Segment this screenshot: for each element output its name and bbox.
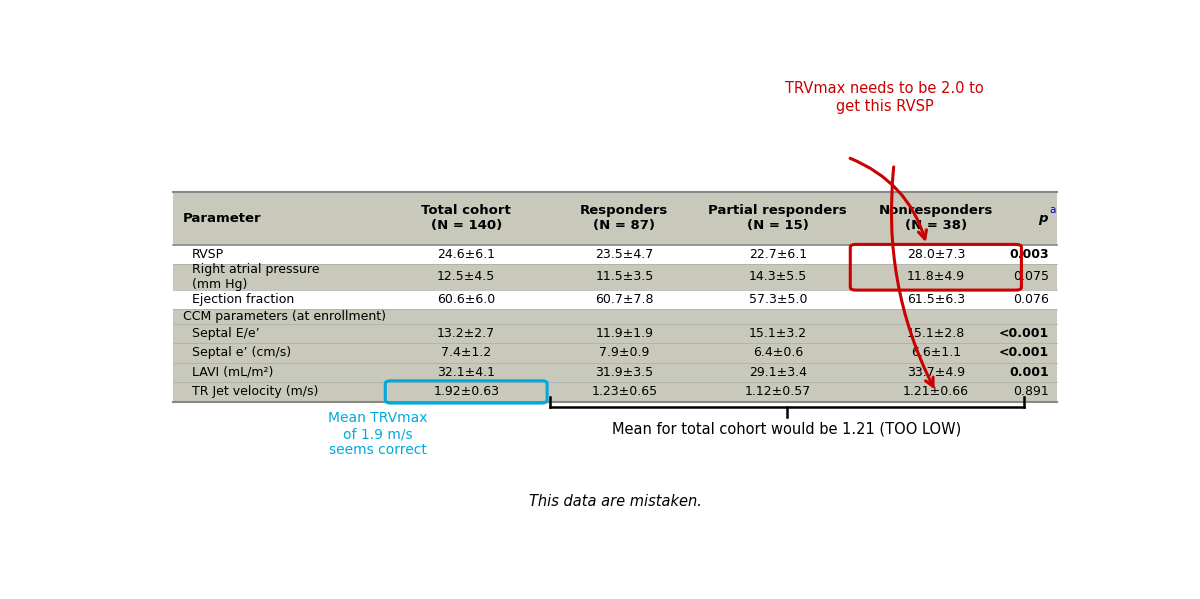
Text: 57.3±5.0: 57.3±5.0 <box>749 293 808 306</box>
Text: TRVmax needs to be 2.0 to
get this RVSP: TRVmax needs to be 2.0 to get this RVSP <box>785 81 984 113</box>
Text: Ejection fraction: Ejection fraction <box>192 293 294 306</box>
Text: TR Jet velocity (m/s): TR Jet velocity (m/s) <box>192 385 318 398</box>
Text: 23.5±4.7: 23.5±4.7 <box>595 248 654 261</box>
Text: Partial responders
(N = 15): Partial responders (N = 15) <box>708 204 847 232</box>
Bar <box>173 245 1057 264</box>
Text: Total cohort
(N = 140): Total cohort (N = 140) <box>421 204 511 232</box>
Text: 33.7±4.9: 33.7±4.9 <box>907 366 965 379</box>
Text: This data are mistaken.: This data are mistaken. <box>528 494 702 509</box>
Text: 14.3±5.5: 14.3±5.5 <box>749 271 806 283</box>
Text: Mean for total cohort would be 1.21 (TOO LOW): Mean for total cohort would be 1.21 (TOO… <box>612 422 961 437</box>
Text: 6.6±1.1: 6.6±1.1 <box>911 346 961 359</box>
Text: Right atrial pressure
(mm Hg): Right atrial pressure (mm Hg) <box>192 263 319 291</box>
Text: Septal E/e’: Septal E/e’ <box>192 327 259 340</box>
Text: Responders
(N = 87): Responders (N = 87) <box>580 204 668 232</box>
Text: <0.001: <0.001 <box>1000 327 1049 340</box>
Text: 11.9±1.9: 11.9±1.9 <box>595 327 653 340</box>
Text: 24.6±6.1: 24.6±6.1 <box>437 248 496 261</box>
Bar <box>173 290 1057 309</box>
Bar <box>173 382 1057 402</box>
Text: a: a <box>1049 205 1056 215</box>
Text: 0.001: 0.001 <box>1009 366 1049 379</box>
Text: 11.8±4.9: 11.8±4.9 <box>907 271 965 283</box>
Text: 1.92±0.63: 1.92±0.63 <box>433 385 499 398</box>
Text: 22.7±6.1: 22.7±6.1 <box>749 248 806 261</box>
Text: 6.4±0.6: 6.4±0.6 <box>752 346 803 359</box>
Text: p: p <box>1038 212 1048 225</box>
Text: 15.1±2.8: 15.1±2.8 <box>907 327 965 340</box>
Text: 7.9±0.9: 7.9±0.9 <box>599 346 649 359</box>
Text: 60.6±6.0: 60.6±6.0 <box>437 293 496 306</box>
Text: Mean TRVmax
of 1.9 m/s
seems correct: Mean TRVmax of 1.9 m/s seems correct <box>328 411 427 457</box>
Bar <box>173 264 1057 290</box>
Text: 1.12±0.57: 1.12±0.57 <box>745 385 811 398</box>
Text: 11.5±3.5: 11.5±3.5 <box>595 271 654 283</box>
Text: <0.001: <0.001 <box>1000 346 1049 359</box>
Text: 1.21±0.66: 1.21±0.66 <box>902 385 968 398</box>
Text: 15.1±3.2: 15.1±3.2 <box>749 327 806 340</box>
Text: 0.076: 0.076 <box>1014 293 1049 306</box>
Bar <box>173 192 1057 245</box>
Text: 0.075: 0.075 <box>1013 271 1049 283</box>
Text: 0.891: 0.891 <box>1014 385 1049 398</box>
Text: 28.0±7.3: 28.0±7.3 <box>907 248 965 261</box>
Text: 13.2±2.7: 13.2±2.7 <box>437 327 496 340</box>
Text: LAVI (mL/m²): LAVI (mL/m²) <box>192 366 274 379</box>
Text: 60.7±7.8: 60.7±7.8 <box>595 293 654 306</box>
Text: 29.1±3.4: 29.1±3.4 <box>749 366 806 379</box>
Text: 31.9±3.5: 31.9±3.5 <box>595 366 653 379</box>
Text: 7.4±1.2: 7.4±1.2 <box>442 346 491 359</box>
Text: 61.5±6.3: 61.5±6.3 <box>907 293 965 306</box>
Text: 0.003: 0.003 <box>1009 248 1049 261</box>
Text: CCM parameters (at enrollment): CCM parameters (at enrollment) <box>182 310 385 323</box>
Text: Parameter: Parameter <box>182 212 262 225</box>
Bar <box>173 309 1057 323</box>
Text: Nonresponders
(N = 38): Nonresponders (N = 38) <box>878 204 994 232</box>
Bar <box>173 323 1057 343</box>
Text: 12.5±4.5: 12.5±4.5 <box>437 271 496 283</box>
Text: 32.1±4.1: 32.1±4.1 <box>437 366 496 379</box>
Text: Septal e’ (cm/s): Septal e’ (cm/s) <box>192 346 290 359</box>
Bar <box>173 343 1057 363</box>
Text: RVSP: RVSP <box>192 248 224 261</box>
Bar <box>173 363 1057 382</box>
Text: 1.23±0.65: 1.23±0.65 <box>592 385 658 398</box>
